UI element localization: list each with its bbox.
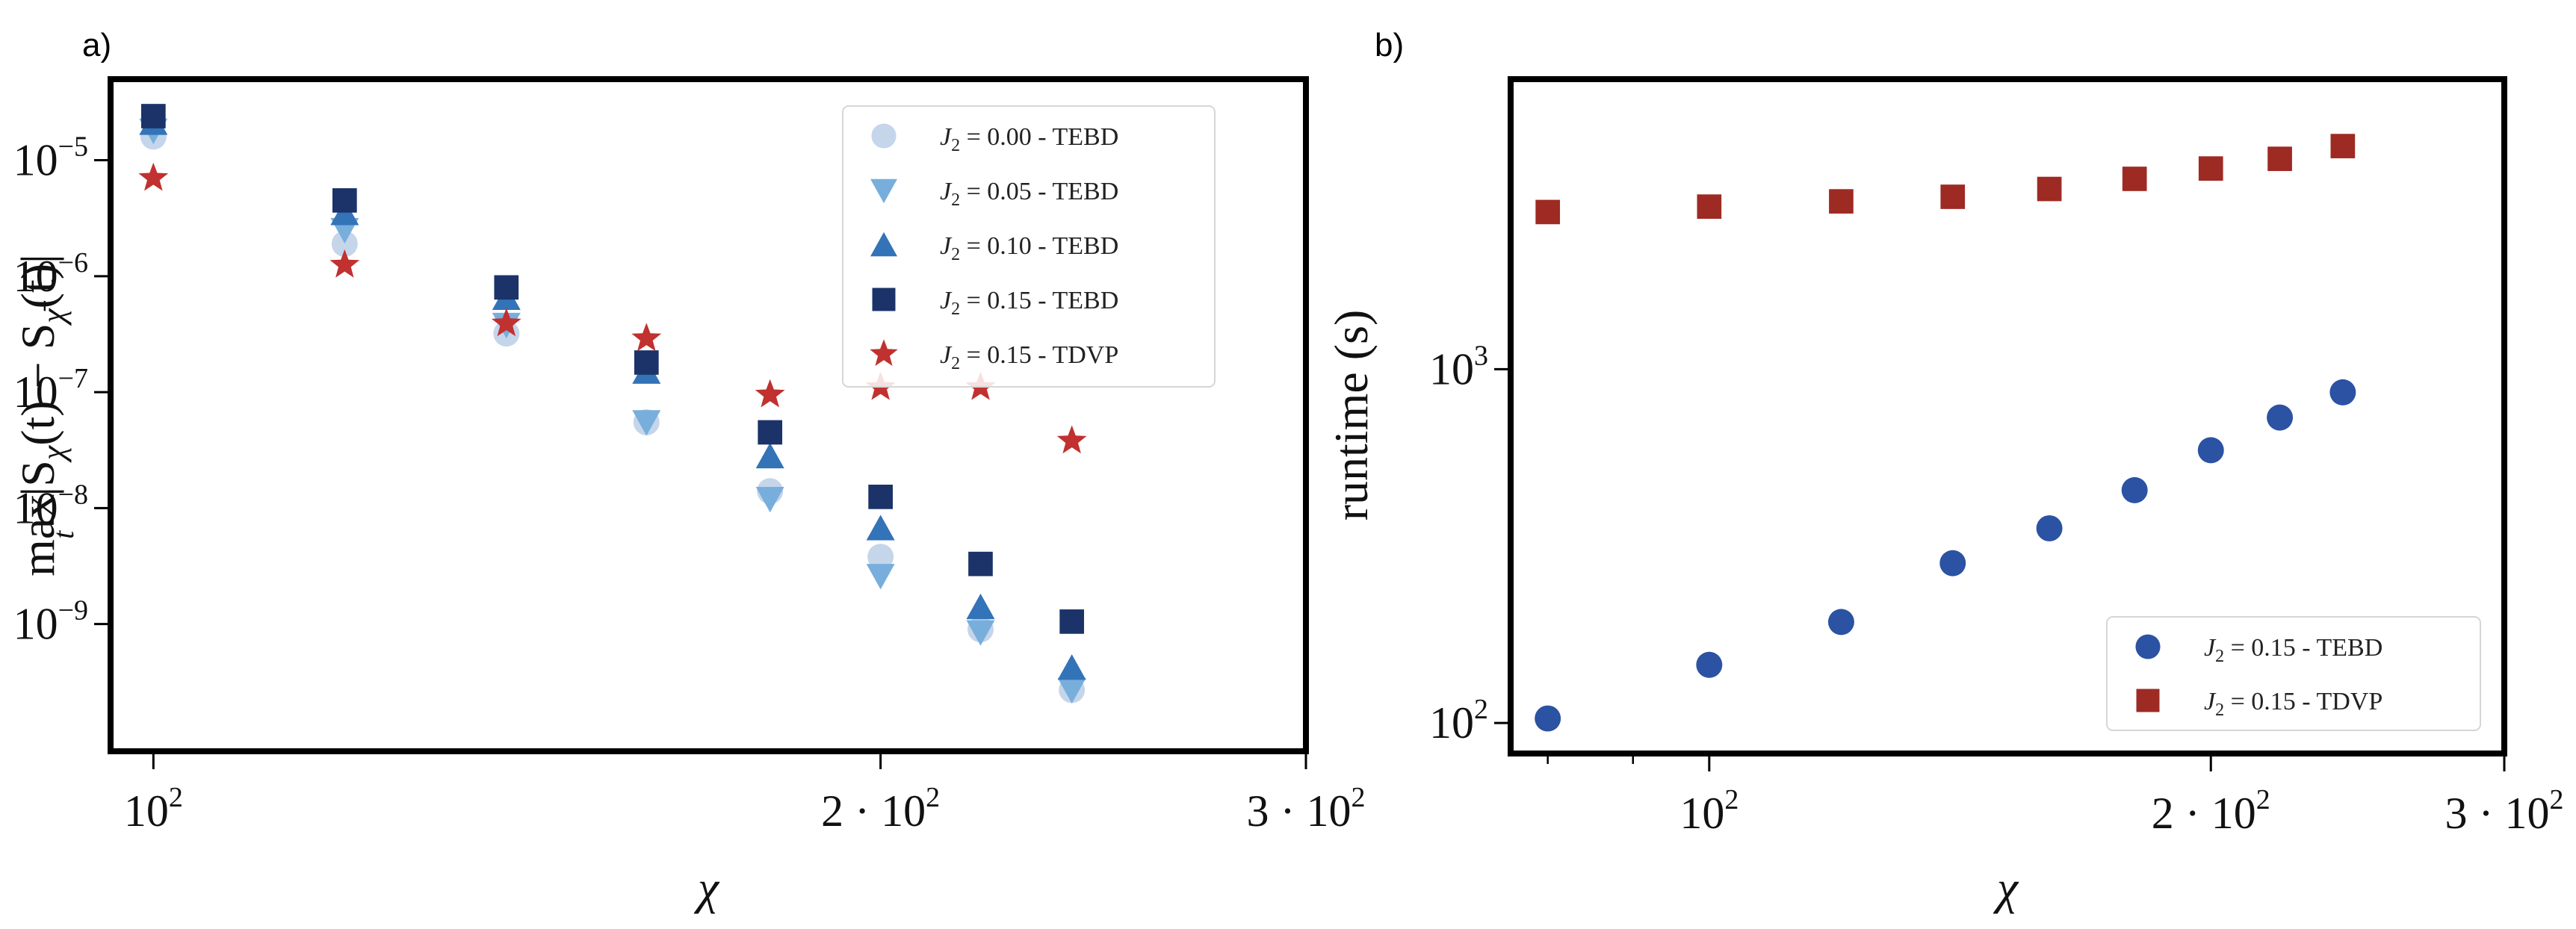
panel-label: b) <box>1375 27 1404 63</box>
data-point <box>2122 167 2147 191</box>
data-point <box>1056 425 1087 454</box>
legend-marker <box>871 123 897 149</box>
series-0 <box>1535 379 2356 732</box>
data-point <box>868 484 893 509</box>
data-point <box>632 410 661 436</box>
chart-panel-b: b) 102 2 · 102 3 · 102 102 103 χ runtime (s) J2 … <box>1325 27 2563 914</box>
data-point <box>1939 550 1966 577</box>
legend-frame <box>2106 616 2481 731</box>
legend-marker <box>872 288 896 311</box>
legend-entry: J2 = 0.15 - TDVP <box>2204 688 2383 720</box>
data-point <box>2330 134 2356 158</box>
data-point <box>329 249 360 278</box>
data-point <box>1697 194 1722 219</box>
x-tick-label: 3 · 102 <box>2445 784 2564 838</box>
legend-entry: J2 = 0.05 - TEBD <box>940 178 1118 210</box>
data-point <box>1827 609 1854 636</box>
data-point <box>1057 654 1086 680</box>
data-point <box>2121 476 2148 503</box>
data-point <box>1535 199 1561 225</box>
legend-entry: J2 = 0.10 - TEBD <box>940 232 1118 264</box>
data-point <box>2037 176 2062 202</box>
data-point <box>758 420 783 445</box>
panel-label: a) <box>82 27 111 63</box>
y-tick-label: 10−5 <box>13 131 88 185</box>
legend-marker <box>870 339 898 366</box>
data-point <box>2267 404 2294 431</box>
data-point <box>1057 677 1086 704</box>
data-point <box>140 104 166 128</box>
data-point <box>2267 146 2292 172</box>
legend-frame <box>842 105 1216 388</box>
x-axis-label: χ <box>693 861 720 914</box>
data-point <box>755 442 784 469</box>
y-tick-label: 10−7 <box>13 363 88 417</box>
y-axis-label: runtime (s) <box>1325 310 1378 521</box>
plot-frame <box>1508 76 2507 756</box>
plot-frame <box>108 76 1309 754</box>
data-point <box>1940 184 1966 209</box>
data-point <box>966 593 995 620</box>
x-tick-label: 3 · 102 <box>1247 782 1366 836</box>
data-point <box>2329 379 2356 406</box>
data-point <box>491 308 521 337</box>
data-point <box>2036 515 2063 541</box>
x-tick-label: 102 <box>1679 784 1739 838</box>
y-tick-label: 10−9 <box>13 595 88 649</box>
data-point <box>968 551 993 577</box>
series-3 <box>140 104 1085 634</box>
data-point <box>866 515 895 541</box>
data-point <box>1059 609 1085 634</box>
data-point <box>966 620 995 646</box>
data-point <box>331 231 358 258</box>
data-point <box>866 564 895 590</box>
data-point <box>634 350 659 375</box>
x-axis-label: χ <box>1993 861 2019 914</box>
data-point <box>1829 189 1854 214</box>
legend-entry: J2 = 0.15 - TDVP <box>940 341 1118 373</box>
x-tick-label: 2 · 102 <box>821 782 940 836</box>
data-point <box>2198 156 2223 181</box>
data-point <box>867 544 894 571</box>
legend-marker <box>2135 634 2161 659</box>
x-tick-label: 2 · 102 <box>2152 784 2270 838</box>
legend-entry: J2 = 0.15 - TEBD <box>940 287 1118 319</box>
data-point <box>494 275 519 300</box>
y-axis-label: maxt |Sχ(t) − Sχ̄(t)| <box>11 254 80 577</box>
y-tick-label: 10−8 <box>13 479 88 532</box>
legend: J2 = 0.00 - TEBD J2 = 0.05 - TEBD J2 = 0.1… <box>842 105 1216 388</box>
legend-marker <box>2136 689 2160 712</box>
x-tick-label: 102 <box>124 782 183 836</box>
data-point <box>2197 437 2224 464</box>
legend-marker <box>870 232 897 257</box>
data-point <box>1535 705 1561 732</box>
data-point <box>138 162 169 191</box>
y-tick-label: 103 <box>1429 340 1488 394</box>
legend-marker <box>870 178 897 204</box>
data-point <box>755 486 784 513</box>
data-point <box>332 188 357 213</box>
data-point <box>631 323 662 352</box>
series-1 <box>1535 134 2356 225</box>
legend-entry: J2 = 0.00 - TEBD <box>940 123 1118 155</box>
chart-panel-a: a) 102 2 · 102 3 · 102 10−9 10−8 10−7 10−6 10−5 χ… <box>11 27 1365 914</box>
y-tick-label: 10−6 <box>13 247 88 301</box>
y-tick-label: 102 <box>1429 694 1488 748</box>
data-point <box>755 379 785 408</box>
legend: J2 = 0.15 - TEBD J2 = 0.15 - TDVP <box>2106 616 2481 731</box>
data-point <box>1696 651 1723 678</box>
legend-entry: J2 = 0.15 - TEBD <box>2204 634 2383 666</box>
